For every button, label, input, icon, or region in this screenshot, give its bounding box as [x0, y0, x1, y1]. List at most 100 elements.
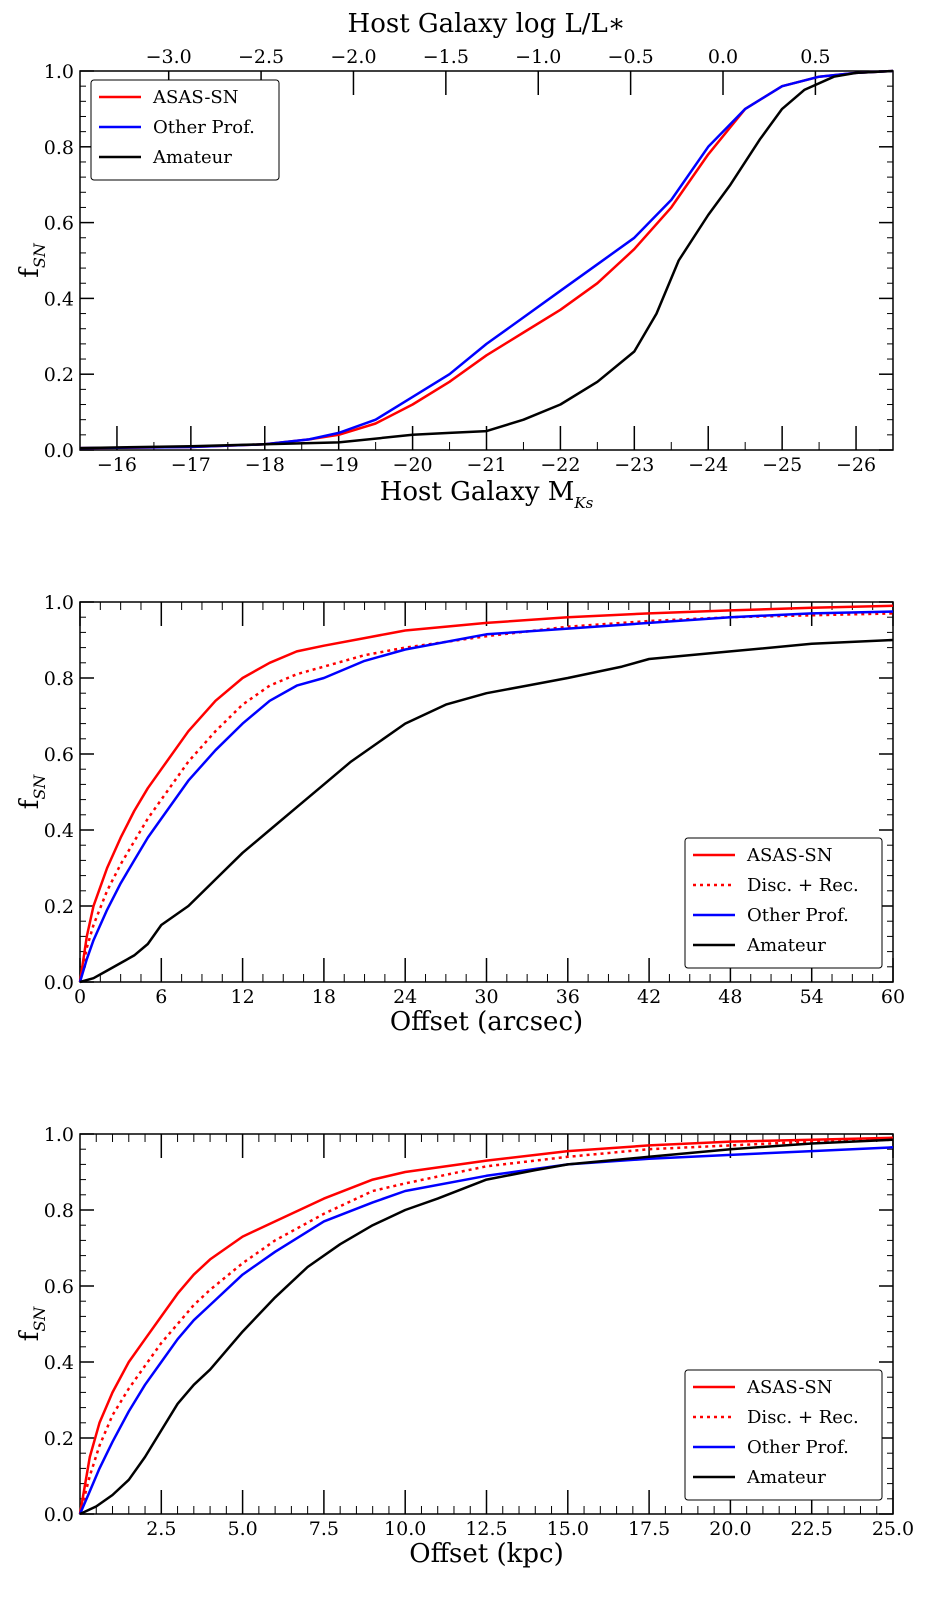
x-axis-title: Host Galaxy MKs [380, 477, 594, 512]
x-tick-label: −23 [614, 454, 654, 476]
series-line-other-prof- [78, 610, 894, 983]
top-x-tick-label: 0.5 [800, 46, 830, 68]
y-tick-label: 0.0 [44, 440, 74, 462]
y-tick-label: 0.4 [44, 820, 74, 842]
x-tick-label: 25.0 [872, 1518, 914, 1540]
y-tick-label: 0.0 [44, 1504, 74, 1526]
x-tick-label: 20.0 [709, 1518, 751, 1540]
y-tick-label: 0.6 [44, 213, 74, 235]
top-x-tick-label: −0.5 [608, 46, 654, 68]
legend-label: Disc. + Rec. [747, 875, 859, 896]
y-tick-label: 0.2 [44, 896, 74, 918]
x-tick-label: 36 [556, 986, 580, 1008]
top-x-axis-title: Host Galaxy log L/L∗ [348, 9, 626, 39]
x-tick-label: 17.5 [628, 1518, 670, 1540]
y-tick-label: 1.0 [44, 1124, 74, 1146]
top-x-tick-label: −1.5 [423, 46, 469, 68]
y-axis-title-main: f [15, 1329, 45, 1341]
series-line-amateur [79, 1138, 894, 1516]
series-line-amateur [79, 69, 894, 450]
legend-label: Other Prof. [153, 117, 255, 138]
x-tick-label: 18 [312, 986, 336, 1008]
x-tick-label: 12 [231, 986, 255, 1008]
y-axis-title-sub: SN [30, 1306, 49, 1332]
top-x-tick-label: −1.0 [515, 46, 561, 68]
x-tick-label: 7.5 [309, 1518, 339, 1540]
legend-label: ASAS-SN [152, 87, 238, 108]
x-tick-label: 5.0 [227, 1518, 257, 1540]
legend-label: Amateur [152, 147, 232, 168]
x-tick-label: −21 [466, 454, 506, 476]
series-line-disc-rec- [78, 1138, 894, 1515]
x-tick-label: −26 [836, 454, 876, 476]
y-axis-title: fSN [15, 242, 49, 278]
y-tick-label: 0.2 [44, 364, 74, 386]
series-line-asas-sn [78, 1136, 894, 1515]
series-line-other-prof- [79, 69, 894, 450]
x-tick-label: −20 [393, 454, 433, 476]
x-tick-label: 48 [718, 986, 742, 1008]
legend: ASAS-SN Disc. + Rec. Other Prof. Amateur [684, 837, 883, 969]
x-axis-title: Offset (kpc) [409, 1539, 563, 1569]
x-tick-label: −19 [319, 454, 359, 476]
legend: ASAS-SN Disc. + Rec. Other Prof. Amateur [684, 1369, 883, 1501]
x-tick-label: 2.5 [146, 1518, 176, 1540]
x-tick-label: −22 [540, 454, 580, 476]
x-tick-label: 30 [474, 986, 498, 1008]
y-tick-label: 0.0 [44, 972, 74, 994]
y-tick-label: 0.4 [44, 1352, 74, 1374]
top-x-tick-label: 0.0 [708, 46, 738, 68]
y-axis-title: fSN [15, 774, 49, 810]
y-tick-label: 0.8 [44, 668, 74, 690]
x-tick-label: 0 [74, 986, 86, 1008]
y-tick-label: 0.4 [44, 288, 74, 310]
legend-label: Other Prof. [747, 905, 849, 926]
panel-offset-kpc: 0.0 0.2 0.4 0.6 0.8 1.0 2.5 5.0 7.5 10.0 12.5 15.0 1… [15, 1124, 914, 1569]
legend-label: Amateur [746, 1467, 826, 1488]
y-axis-title-main: f [15, 266, 45, 278]
x-tick-label: −16 [97, 454, 137, 476]
top-x-tick-label: −3.0 [146, 46, 192, 68]
y-axis-title: fSN [15, 1306, 49, 1342]
x-tick-label: 10.0 [384, 1518, 426, 1540]
x-tick-label: 54 [800, 986, 824, 1008]
legend-box [684, 837, 883, 969]
legend-label: ASAS-SN [746, 845, 832, 866]
y-tick-label: 0.8 [44, 137, 74, 159]
x-tick-label: −24 [688, 454, 728, 476]
legend-label: Amateur [746, 935, 826, 956]
y-tick-label: 0.6 [44, 1276, 74, 1298]
y-tick-label: 0.8 [44, 1200, 74, 1222]
y-tick-label: 0.2 [44, 1428, 74, 1450]
series-line-amateur [79, 638, 894, 984]
y-tick-label: 1.0 [44, 61, 74, 83]
x-axis-title-main: Host Galaxy M [380, 477, 575, 507]
legend-label: ASAS-SN [746, 1377, 832, 1398]
x-tick-label: 12.5 [465, 1518, 507, 1540]
y-axis-title-sub: SN [30, 242, 49, 268]
series-line-disc-rec- [78, 612, 894, 983]
x-axis-title-sub: Ks [573, 494, 593, 512]
x-tick-label: 42 [637, 986, 661, 1008]
legend: ASAS-SN Other Prof. Amateur [90, 79, 280, 181]
legend-box [90, 79, 280, 181]
x-tick-label: 6 [155, 986, 167, 1008]
series-line-other-prof- [78, 1146, 894, 1515]
y-tick-label: 0.6 [44, 744, 74, 766]
y-axis-title-main: f [15, 797, 45, 809]
x-tick-label: −17 [171, 454, 211, 476]
top-x-tick-label: −2.5 [238, 46, 284, 68]
x-axis-title: Offset (arcsec) [390, 1007, 583, 1037]
x-tick-label: 60 [881, 986, 905, 1008]
legend-label: Disc. + Rec. [747, 1407, 859, 1428]
legend-box [684, 1369, 883, 1501]
x-tick-label: 22.5 [791, 1518, 833, 1540]
panel-offset-arcsec: 0.0 0.2 0.4 0.6 0.8 1.0 0 6 12 18 24 30 36 42 48 54 60 Of… [15, 592, 905, 1037]
x-tick-label: 24 [393, 986, 417, 1008]
series-line-asas-sn [78, 604, 894, 983]
legend-label: Other Prof. [747, 1437, 849, 1458]
x-tick-label: 15.0 [547, 1518, 589, 1540]
top-x-tick-label: −2.0 [330, 46, 376, 68]
x-tick-label: −18 [245, 454, 285, 476]
